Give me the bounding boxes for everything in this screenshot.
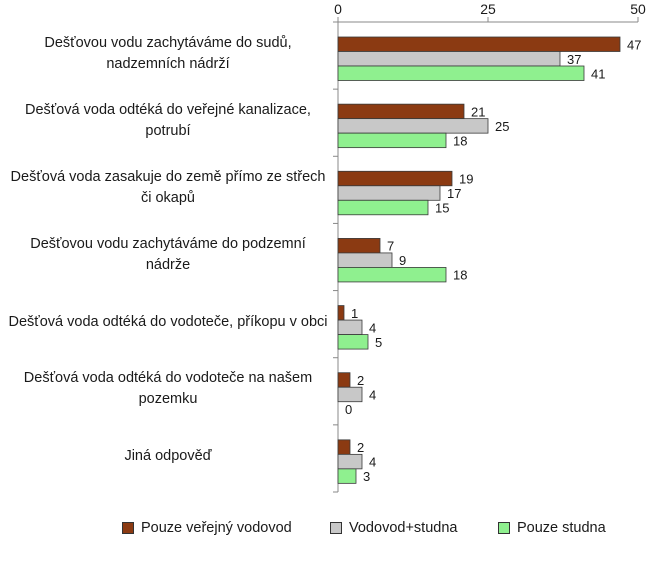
bar-value-label: 21 bbox=[471, 104, 485, 119]
bar-value-label: 47 bbox=[627, 37, 641, 52]
bar bbox=[337, 199, 429, 216]
bar bbox=[337, 252, 393, 268]
bar-value-label: 0 bbox=[345, 402, 352, 417]
category-label: Dešťová voda odtéká do veřejné kanalizac… bbox=[25, 101, 311, 139]
category-label: Dešťovou vodu zachytáváme do podzemní ná… bbox=[30, 236, 306, 273]
bar bbox=[337, 305, 345, 321]
bar-value-label: 19 bbox=[459, 172, 473, 187]
bar-value-label: 2 bbox=[357, 440, 364, 455]
legend-label: Pouze veřejný vodovod bbox=[141, 520, 292, 536]
bar bbox=[337, 334, 369, 350]
category-label: Dešťová voda zasakuje do země přímo ze s… bbox=[10, 168, 326, 206]
bar-value-label: 4 bbox=[369, 387, 376, 402]
legend-swatch bbox=[330, 522, 342, 534]
bar-value-label: 18 bbox=[453, 133, 467, 148]
legend-item: Vodovod+studna bbox=[330, 520, 457, 536]
bar bbox=[337, 439, 351, 455]
bar bbox=[337, 468, 357, 484]
bar-value-label: 17 bbox=[447, 186, 461, 201]
bar-value-label: 5 bbox=[375, 335, 382, 350]
x-tick-label: 0 bbox=[334, 1, 342, 17]
bar bbox=[337, 267, 447, 283]
bar bbox=[337, 238, 381, 254]
legend-swatch bbox=[498, 522, 510, 534]
legend-item: Pouze studna bbox=[498, 520, 606, 536]
bar-value-label: 9 bbox=[399, 253, 406, 268]
bar-value-label: 1 bbox=[351, 306, 358, 321]
bar bbox=[337, 51, 561, 67]
category-label: Dešťová voda odtéká do vodoteče, příkopu… bbox=[8, 313, 328, 330]
bar-value-label: 41 bbox=[591, 66, 605, 81]
bar bbox=[337, 372, 351, 388]
category-label: Jiná odpověď bbox=[124, 447, 212, 464]
bar bbox=[337, 185, 441, 201]
bar bbox=[337, 118, 489, 134]
legend-label: Pouze studna bbox=[517, 520, 606, 536]
x-tick-label: 25 bbox=[480, 1, 496, 17]
bar bbox=[337, 319, 363, 335]
bar-value-label: 18 bbox=[453, 268, 467, 283]
bar-value-label: 4 bbox=[369, 455, 376, 470]
bar bbox=[337, 103, 465, 120]
bar-value-label: 25 bbox=[495, 119, 509, 134]
category-label: Dešťová voda odtéká do vodoteče na našem… bbox=[23, 370, 313, 408]
bar-value-label: 7 bbox=[387, 239, 394, 254]
bar bbox=[337, 132, 447, 149]
x-tick-label: 50 bbox=[630, 1, 646, 17]
legend: Pouze veřejný vodovod Vodovod+studna Pouze… bbox=[0, 520, 666, 542]
bar bbox=[337, 170, 453, 187]
bar-value-label: 3 bbox=[363, 469, 370, 484]
bar-value-label: 2 bbox=[357, 373, 364, 388]
bar bbox=[337, 65, 585, 81]
bar bbox=[337, 386, 363, 403]
legend-item: Pouze veřejný vodovod bbox=[122, 520, 292, 536]
legend-swatch bbox=[122, 522, 134, 534]
legend-label: Vodovod+studna bbox=[349, 520, 458, 536]
bar-value-label: 37 bbox=[567, 52, 581, 67]
bar bbox=[337, 36, 621, 52]
bar-value-label: 15 bbox=[435, 201, 449, 216]
bar bbox=[337, 453, 363, 470]
category-label: Dešťovou vodu zachytáváme do sudů, nadze… bbox=[44, 34, 292, 72]
bar-value-label: 4 bbox=[369, 320, 376, 335]
